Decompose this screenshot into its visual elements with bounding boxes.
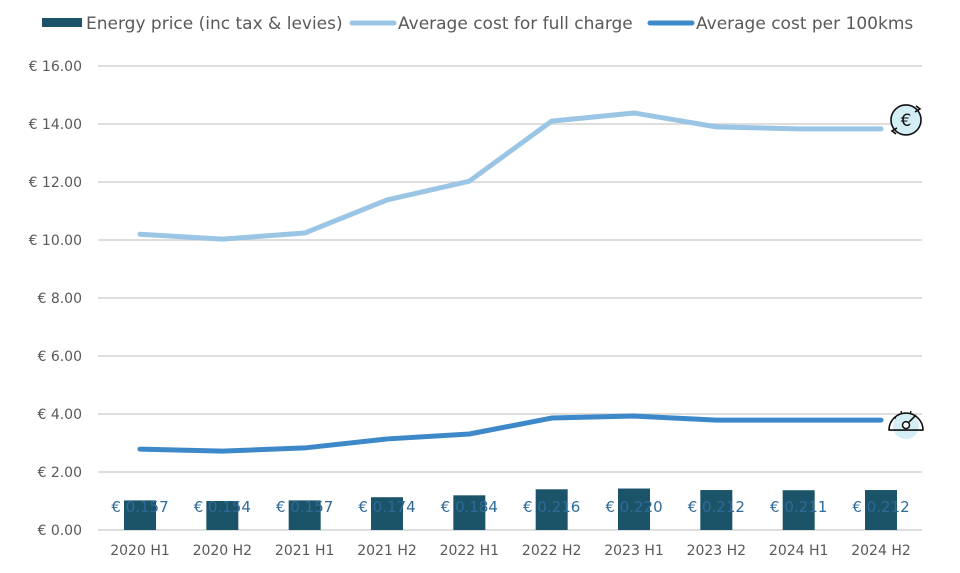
energy-price-bar	[700, 490, 733, 530]
energy-price-label: € 0.220	[605, 498, 662, 516]
x-tick-label: 2023 H2	[687, 543, 747, 559]
x-tick-label: 2022 H2	[522, 543, 582, 559]
energy-price-label: € 0.216	[523, 498, 580, 516]
y-tick-label: € 2.00	[37, 465, 82, 481]
per-100km-line	[137, 413, 884, 454]
energy-price-bar	[371, 497, 403, 530]
energy-price-bar	[288, 500, 321, 530]
energy-price-label: € 0.212	[688, 498, 745, 516]
energy-price-label: € 0.212	[852, 498, 909, 516]
gridlines	[98, 65, 922, 531]
end-icons: €	[888, 104, 924, 440]
euro-icon-glyph: €	[901, 111, 912, 131]
speedometer-dial	[888, 412, 924, 431]
x-axis-ticks: 2020 H1 2020 H2 2021 H1 2021 H2 2022 H1 2022 …	[110, 543, 911, 559]
energy-price-bar	[782, 490, 815, 530]
speedometer-icon	[888, 410, 924, 440]
energy-price-label: € 0.211	[770, 498, 827, 516]
legend-label: Average cost per 100kms	[696, 14, 913, 34]
y-tick-label: € 14.00	[29, 117, 82, 133]
energy-price-label: € 0.174	[358, 498, 415, 516]
euro-icon-arrow	[890, 127, 898, 135]
series-lines	[137, 110, 884, 454]
y-tick-label: € 10.00	[29, 233, 82, 249]
energy-price-label: € 0.157	[111, 498, 168, 516]
y-tick-label: € 12.00	[29, 175, 82, 191]
x-tick-label: 2020 H2	[193, 543, 253, 559]
legend: Energy price (inc tax & levies) Average c…	[42, 14, 913, 34]
euro-icon-circle	[890, 104, 922, 136]
speedometer-tick	[900, 410, 903, 414]
energy-price-bar	[124, 500, 156, 530]
energy-price-bar	[535, 489, 568, 530]
euro-icon-arrow	[914, 105, 922, 113]
legend-swatch-energy-price	[42, 18, 82, 27]
x-tick-label: 2023 H1	[604, 543, 664, 559]
legend-label: Average cost for full charge	[398, 14, 633, 34]
x-tick-label: 2024 H1	[769, 543, 829, 559]
energy-price-label: € 0.157	[276, 498, 333, 516]
speedometer-hub	[901, 420, 911, 430]
legend-label: Energy price (inc tax & levies)	[86, 14, 343, 34]
energy-price-label: € 0.154	[194, 498, 251, 516]
y-tick-label: € 8.00	[37, 291, 82, 307]
energy-price-bars	[124, 488, 897, 530]
energy-price-label: € 0.184	[441, 498, 498, 516]
x-tick-label: 2024 H2	[851, 543, 911, 559]
speedometer-needle	[908, 414, 917, 423]
y-tick-label: € 4.00	[37, 407, 82, 423]
x-tick-label: 2021 H2	[357, 543, 417, 559]
y-tick-label: € 0.00	[37, 523, 82, 539]
speedometer-tick	[893, 416, 897, 420]
y-axis-ticks: € 0.00 € 2.00 € 4.00 € 6.00 € 8.00 € 10.00 € 1…	[29, 59, 82, 539]
data-labels: € 0.157 € 0.154 € 0.157 € 0.174 € 0.184 € 0.2…	[111, 498, 909, 516]
energy-price-bar	[206, 500, 239, 530]
euro-cycle-icon: €	[890, 104, 922, 136]
energy-price-bar	[865, 490, 897, 530]
energy-price-bar	[618, 488, 650, 530]
energy-price-bar	[453, 495, 486, 530]
x-tick-label: 2021 H1	[275, 543, 335, 559]
y-tick-label: € 6.00	[37, 349, 82, 365]
x-tick-label: 2022 H1	[440, 543, 500, 559]
full-charge-line	[137, 110, 884, 242]
x-tick-label: 2020 H1	[110, 543, 170, 559]
y-tick-label: € 16.00	[29, 59, 82, 75]
speedometer-tick	[909, 410, 912, 414]
